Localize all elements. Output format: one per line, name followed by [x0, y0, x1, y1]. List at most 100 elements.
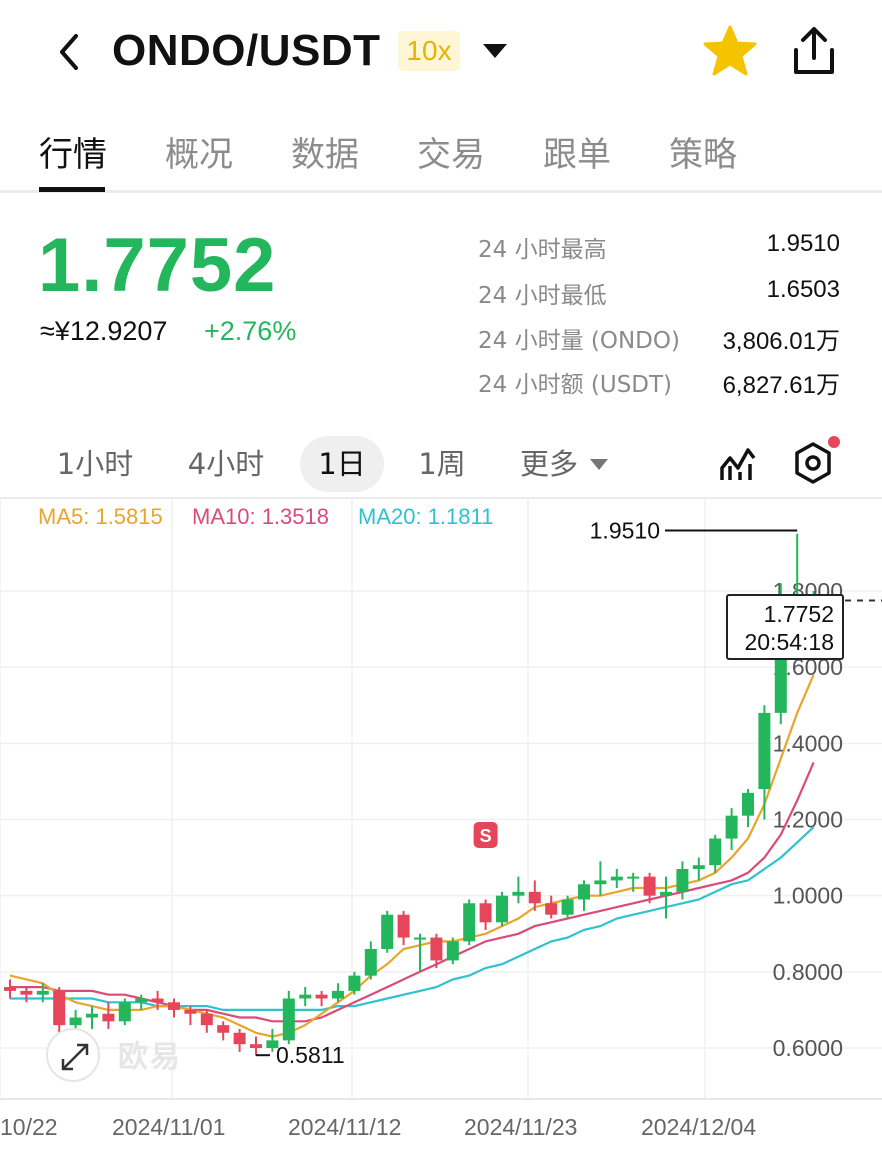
candle-up — [758, 712, 771, 790]
y-tick-label: 0.6000 — [773, 1035, 843, 1061]
leverage-badge: 10x — [398, 31, 460, 71]
caret-down-icon[interactable] — [480, 40, 510, 62]
y-tick-label: 0.8000 — [773, 959, 843, 985]
candle-up — [742, 792, 754, 816]
stat-volume-value: 3,806.01万 — [722, 328, 840, 355]
candle-down — [168, 1002, 180, 1010]
x-tick-label: 2024/12/04 — [641, 1114, 756, 1140]
candle-down — [151, 998, 164, 1003]
candle-up — [36, 990, 49, 995]
x-tick-label: 2024/11/01 — [112, 1114, 225, 1140]
candle-up — [660, 891, 672, 896]
candle-up — [676, 869, 689, 892]
candle-down — [53, 990, 66, 1026]
x-tick-label: 10/22 — [0, 1114, 58, 1140]
candle-down — [233, 1032, 246, 1045]
tab-strategy[interactable]: 策略 — [669, 135, 737, 175]
candle-up — [118, 1002, 131, 1022]
app-header: ONDO/USDT 10x — [0, 0, 882, 105]
tab-overview[interactable]: 概况 — [165, 135, 233, 175]
caret-down-icon[interactable] — [588, 457, 610, 471]
candle-up — [463, 903, 476, 942]
stat-volume-label: 24 小时量 (ONDO) — [478, 328, 680, 354]
timeframe-1d[interactable]: 1日 — [300, 436, 384, 492]
candle-up — [725, 815, 738, 839]
cny-price: ≈¥12.9207 — [40, 316, 168, 346]
fullscreen-button[interactable] — [46, 1028, 100, 1082]
timeframe-1h[interactable]: 1小时 — [56, 447, 134, 481]
current-price-value: 1.7752 — [763, 601, 834, 627]
y-tick-label: 1.4000 — [773, 730, 843, 756]
stat-turnover-label: 24 小时额 (USDT) — [478, 372, 673, 398]
candle-up — [135, 998, 148, 1003]
candle-up — [512, 891, 525, 896]
candle-down — [20, 990, 33, 995]
tab-data[interactable]: 数据 — [291, 135, 359, 175]
expand-arrows-icon — [61, 1043, 89, 1071]
candle-up — [578, 884, 590, 900]
chart-divider — [0, 497, 882, 499]
candle-down — [4, 987, 16, 991]
star-icon[interactable] — [702, 24, 758, 78]
candle-down — [643, 876, 656, 896]
candle-up — [610, 876, 623, 881]
ma10-line — [10, 761, 815, 1023]
ma10-label: MA10: 1.3518 — [192, 504, 329, 529]
candle-up — [627, 876, 640, 879]
candle-up — [348, 975, 361, 991]
candle-up — [774, 659, 787, 713]
last-price: 1.7752 — [38, 223, 277, 308]
candle-up — [496, 895, 508, 923]
tab-market[interactable]: 行情 — [39, 135, 107, 175]
candle-up — [561, 899, 574, 915]
tab-copy-trading[interactable]: 跟单 — [543, 135, 611, 175]
trade-marker-badge — [473, 821, 498, 848]
candle-up — [381, 914, 394, 949]
candle-up — [86, 1013, 98, 1018]
candle-up — [332, 990, 344, 999]
notification-dot — [828, 436, 840, 448]
candle-down — [430, 937, 443, 961]
ma20-line — [10, 826, 815, 1011]
ma5-line — [9, 674, 815, 1038]
stat-turnover-value: 6,827.61万 — [722, 372, 840, 399]
stat-low-value: 1.6503 — [766, 276, 840, 303]
chevron-left-icon[interactable] — [50, 28, 90, 76]
current-price-time: 20:54:18 — [744, 629, 834, 655]
timeframe-4h[interactable]: 4小时 — [187, 447, 265, 481]
candle-up — [594, 880, 607, 885]
candle-down — [102, 1013, 115, 1022]
price-change: +2.76% — [204, 316, 297, 346]
candle-up — [446, 941, 459, 961]
candle-up — [364, 948, 377, 976]
candlestick-chart[interactable]: 1.80001.60001.40001.20001.00000.80000.60… — [0, 499, 882, 1152]
candle-up — [299, 994, 312, 999]
active-tab-indicator — [39, 187, 105, 192]
candle-down — [250, 1044, 262, 1048]
main-tabs: 行情 概况 数据 交易 跟单 策略 — [0, 105, 882, 193]
current-price-tooltip: 1.7752 20:54:18 — [726, 594, 844, 660]
candle-down — [479, 903, 492, 923]
ma5-label: MA5: 1.5815 — [38, 504, 163, 529]
timeframe-1w[interactable]: 1周 — [418, 447, 466, 481]
timeframe-more[interactable]: 更多 — [520, 447, 579, 481]
share-icon[interactable] — [788, 24, 840, 80]
candle-down — [397, 914, 410, 938]
low-price-label: 0.5811 — [276, 1042, 345, 1068]
candle-up — [266, 1040, 279, 1048]
candle-up — [709, 838, 722, 866]
x-tick-label: 2024/11/12 — [288, 1114, 401, 1140]
stat-low-label: 24 小时最低 — [478, 283, 607, 309]
candle-up — [414, 937, 426, 940]
candle-down — [184, 1009, 197, 1014]
indicator-chart-icon[interactable] — [718, 444, 758, 484]
high-price-label: 1.9510 — [590, 517, 660, 543]
x-tick-label: 2024/11/23 — [464, 1114, 577, 1140]
candle-up — [69, 1017, 82, 1026]
watermark-logo: 欧易 — [118, 1040, 182, 1075]
ma20-label: MA20: 1.1811 — [358, 504, 494, 529]
trade-marker-label: S — [480, 826, 492, 846]
tab-trade[interactable]: 交易 — [417, 135, 485, 175]
pair-title[interactable]: ONDO/USDT — [112, 26, 381, 75]
settings-hexagon-icon[interactable] — [790, 440, 836, 486]
